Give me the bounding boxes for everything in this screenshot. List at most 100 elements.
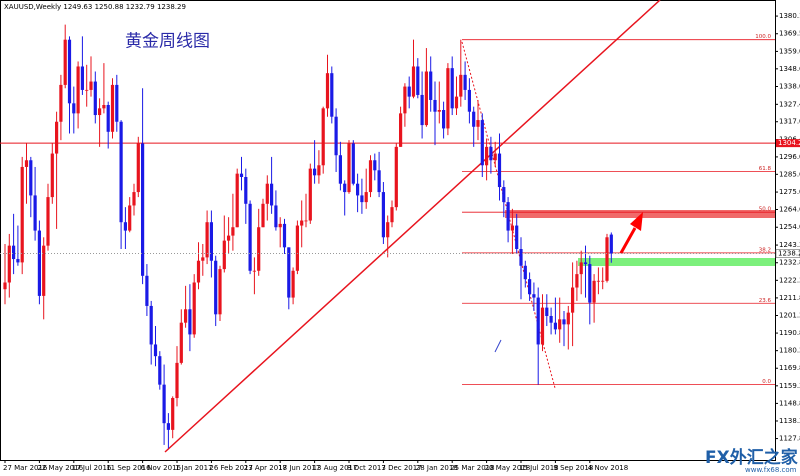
candle-body xyxy=(136,143,140,193)
candle-body xyxy=(403,86,407,114)
x-tick-label: 11 Sep 2016 xyxy=(106,464,151,472)
arrow-head xyxy=(630,212,643,231)
candle-body xyxy=(158,356,162,385)
candle-body xyxy=(321,108,325,166)
candle-body xyxy=(106,104,110,132)
x-tick-label: 6 Nov 2016 xyxy=(141,464,182,472)
trend-line xyxy=(164,0,661,453)
candle-body xyxy=(571,287,575,313)
candle-body xyxy=(536,297,540,345)
y-tick-label: 1127.80 xyxy=(779,435,800,443)
candle-body xyxy=(463,74,467,90)
candle-body xyxy=(209,222,213,261)
candle-body xyxy=(442,110,446,129)
close: 1238.29 xyxy=(157,3,186,11)
candle-body xyxy=(596,280,600,282)
candle-body xyxy=(235,173,239,228)
candle-body xyxy=(149,305,153,345)
candle-body xyxy=(330,73,334,117)
candle-body xyxy=(282,223,287,248)
candle-body xyxy=(218,269,222,315)
candle-body xyxy=(485,146,489,166)
candle-body xyxy=(545,307,549,316)
candle-body xyxy=(295,225,299,271)
candle-body xyxy=(175,362,179,399)
candle-body xyxy=(227,235,231,241)
candle-body xyxy=(351,143,355,184)
candle-body xyxy=(588,264,592,303)
x-tick-label: 26 Feb 2017 xyxy=(209,464,253,472)
candle-body xyxy=(601,280,605,282)
candle-body xyxy=(338,155,342,184)
candle-body xyxy=(562,319,566,325)
candle-body xyxy=(502,187,506,203)
candle-body xyxy=(510,225,514,231)
candle-body xyxy=(476,120,480,127)
y-tick-label: 1348.60 xyxy=(779,65,800,73)
x-tick-label: 9 Sep 2018 xyxy=(553,464,593,472)
candle-body xyxy=(132,192,136,206)
y-tick-label: 1380.10 xyxy=(779,12,800,20)
support-zone xyxy=(578,258,775,266)
x-tick-label: 1 Jan 2017 xyxy=(175,464,213,472)
candle-body xyxy=(98,108,102,116)
x-tick-label: 15 Jul 2018 xyxy=(519,464,559,472)
candle-body xyxy=(313,168,317,176)
candle-body xyxy=(532,294,536,298)
candle-body xyxy=(467,89,471,112)
candle-body xyxy=(506,202,510,231)
candle-body xyxy=(364,192,368,203)
candle-body xyxy=(549,315,553,323)
candle-body xyxy=(115,84,119,122)
candle-body xyxy=(261,203,265,228)
low: 1232.79 xyxy=(126,3,155,11)
candle-body xyxy=(16,259,20,263)
candle-body xyxy=(205,222,209,258)
candle-body xyxy=(424,71,428,126)
candle-body xyxy=(390,207,394,223)
candle-body xyxy=(523,265,527,280)
candle-body xyxy=(325,73,330,109)
x-tick-label: 8 Oct 2017 xyxy=(347,464,386,472)
candle-body xyxy=(33,195,37,231)
candle-body xyxy=(89,81,93,90)
candle-body xyxy=(540,307,545,345)
candle-body xyxy=(592,280,596,303)
y-tick-label: 1190.80 xyxy=(779,329,800,337)
x-tick-label: 17 Jul 2016 xyxy=(72,464,112,472)
header: XAUUSD,Weekly 1249.63 1250.88 1232.79 12… xyxy=(4,3,186,11)
y-tick-label: 1180.30 xyxy=(779,347,800,355)
candle-body xyxy=(575,274,579,288)
candle-body xyxy=(67,39,72,104)
candle-body xyxy=(222,240,226,270)
candle-body xyxy=(553,322,557,330)
candle-body xyxy=(446,68,450,129)
high: 1250.88 xyxy=(95,3,124,11)
y-tick-label: 1201.30 xyxy=(779,311,800,319)
candle-body xyxy=(76,66,80,114)
candle-body xyxy=(72,103,76,114)
last-price-label: 1238.29 xyxy=(778,250,800,258)
candle-body xyxy=(231,227,235,236)
candle-body xyxy=(420,94,424,126)
candle-body xyxy=(184,309,188,323)
x-tick-label: 18 Jun 2017 xyxy=(278,464,320,472)
x-tick-label: 20 May 2018 xyxy=(485,464,531,472)
x-tick-label: 13 Aug 2017 xyxy=(313,464,358,472)
y-tick-label: 1148.80 xyxy=(779,399,800,407)
candle-body xyxy=(437,110,441,112)
y-tick-label: 1243.35 xyxy=(779,241,800,249)
candle-body xyxy=(287,247,291,298)
candle-body xyxy=(368,160,373,193)
symbol: XAUUSD,Weekly xyxy=(4,3,61,11)
candle-body xyxy=(59,84,63,122)
y-tick-label: 1254.00 xyxy=(779,223,800,231)
candle-body xyxy=(3,282,7,290)
fib-label: 0.0 xyxy=(762,379,771,385)
y-tick-label: 1211.80 xyxy=(779,294,800,302)
fib-label: 38.2 xyxy=(759,247,771,253)
resistance-zone xyxy=(505,210,775,218)
candle-body xyxy=(291,270,295,298)
candle-body xyxy=(433,99,437,112)
